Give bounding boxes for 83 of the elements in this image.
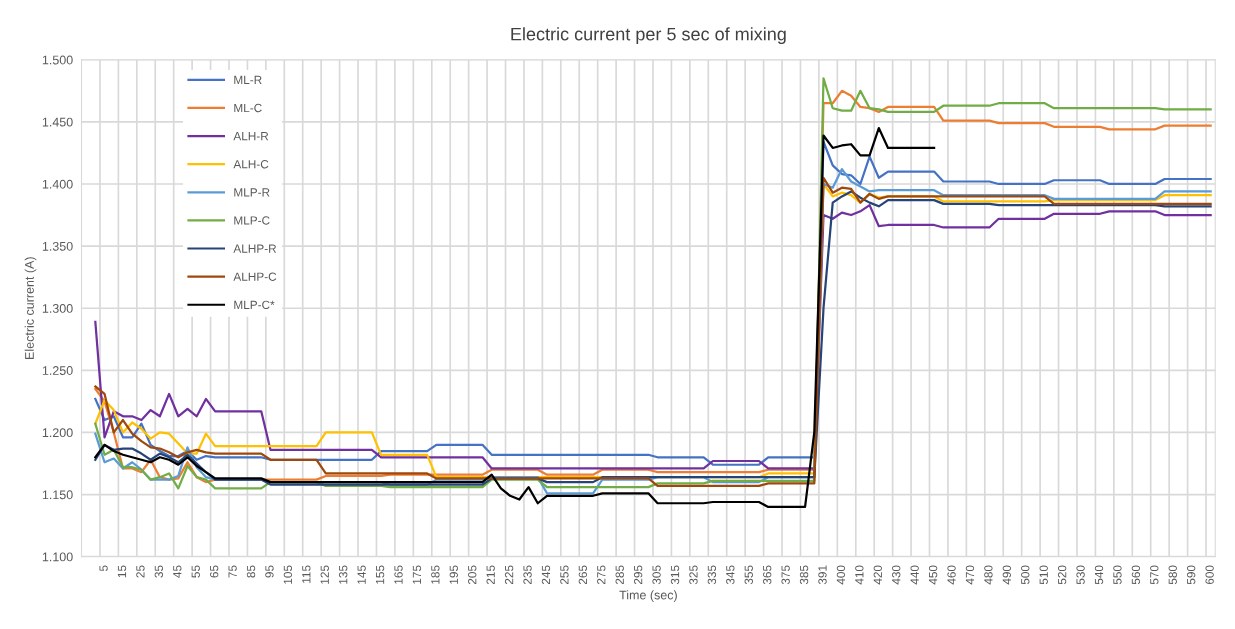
x-tick-label: 550 <box>1113 565 1122 585</box>
y-tick-label: 1.300 <box>42 304 73 313</box>
line-series <box>94 126 936 509</box>
x-tick-label: 470 <box>965 565 975 585</box>
x-tick-label: 135 <box>339 565 348 584</box>
x-tick-label: 15 <box>117 565 127 578</box>
x-tick-label: 185 <box>431 565 440 584</box>
x-tick-label: 195 <box>449 565 458 584</box>
x-tick-label: 155 <box>376 565 385 584</box>
x-tick-label: 25 <box>136 565 145 578</box>
x-tick-label: 85 <box>246 565 256 578</box>
x-tick-label: 235 <box>523 565 532 585</box>
y-tick-label: 1.450 <box>42 117 73 127</box>
x-tick-label: 145 <box>357 565 366 584</box>
x-tick-label: 510 <box>1039 565 1048 585</box>
x-tick-label: 255 <box>560 565 569 585</box>
x-tick-label: 570 <box>1150 565 1159 585</box>
x-tick-label: 385 <box>799 565 809 585</box>
x-tick-label: 430 <box>892 565 901 585</box>
x-tick-label: 305 <box>652 565 661 585</box>
x-tick-label: 400 <box>836 565 846 585</box>
x-tick-label: 480 <box>984 565 993 585</box>
chart-title: Electric current per 5 sec of mixing <box>511 27 786 45</box>
x-tick-label: 410 <box>855 565 864 585</box>
x-tick-label: 105 <box>283 565 293 584</box>
x-tick-label: 115 <box>302 565 311 583</box>
x-tick-label: 165 <box>394 565 403 584</box>
x-tick-label: 175 <box>412 565 422 584</box>
x-tick-label: 225 <box>504 565 514 585</box>
x-tick-label: 75 <box>228 565 237 578</box>
y-tick-label: 1.100 <box>42 552 73 562</box>
x-tick-label: 295 <box>633 565 643 585</box>
x-tick-label: 365 <box>763 565 772 585</box>
legend-label: ALH-R <box>233 132 269 141</box>
x-axis-title: Time (sec) <box>619 590 677 602</box>
y-axis-title: Electric current (A) <box>24 257 37 359</box>
y-tick-label: 1.150 <box>42 490 73 500</box>
x-tick-label: 245 <box>541 565 551 585</box>
x-tick-label: 335 <box>707 565 717 585</box>
x-tick-label: 440 <box>910 565 919 585</box>
legend-label: MLP-C <box>234 216 270 225</box>
legend-label: ALH-C <box>233 160 269 169</box>
legend-label: MLP-R <box>234 188 270 197</box>
x-tick-label: 95 <box>265 565 274 578</box>
x-tick-label: 215 <box>486 565 495 585</box>
x-tick-label: 450 <box>928 565 938 585</box>
y-tick-label: 1.250 <box>42 366 73 375</box>
x-tick-label: 490 <box>1002 565 1012 585</box>
x-tick-label: 520 <box>1057 565 1067 585</box>
x-tick-label: 5 <box>99 565 108 572</box>
x-tick-label: 55 <box>191 565 200 578</box>
x-tick-label: 600 <box>1205 565 1214 585</box>
legend-label: ALHP-C <box>233 272 277 281</box>
x-tick-label: 345 <box>726 565 735 585</box>
x-tick-label: 315 <box>670 565 680 585</box>
x-tick-label: 45 <box>173 565 182 578</box>
y-tick-label: 1.400 <box>42 179 73 189</box>
legend-label: MLP-C* <box>234 300 275 310</box>
legend-label: ML-C <box>234 103 262 113</box>
x-tick-label: 35 <box>154 565 164 578</box>
legend-label: ML-R <box>234 75 262 84</box>
x-tick-label: 205 <box>468 565 477 585</box>
x-tick-label: 65 <box>209 565 219 578</box>
x-tick-label: 275 <box>597 565 606 585</box>
x-tick-label: 391 <box>818 565 827 585</box>
x-tick-label: 540 <box>1094 565 1104 585</box>
y-tick-label: 1.350 <box>42 241 73 251</box>
legend-label: ALHP-R <box>233 244 277 253</box>
x-tick-label: 265 <box>578 565 588 585</box>
x-tick-label: 125 <box>320 565 329 584</box>
y-tick-label: 1.200 <box>42 428 73 438</box>
x-tick-label: 590 <box>1187 565 1196 585</box>
x-tick-label: 460 <box>947 565 956 585</box>
x-tick-label: 560 <box>1131 565 1141 585</box>
x-tick-label: 375 <box>781 565 790 585</box>
x-tick-label: 355 <box>744 565 753 585</box>
y-tick-label: 1.500 <box>42 55 73 65</box>
x-tick-label: 580 <box>1168 565 1177 585</box>
x-tick-label: 285 <box>615 565 624 585</box>
x-tick-label: 530 <box>1076 565 1085 585</box>
x-tick-label: 325 <box>689 565 698 585</box>
x-tick-label: 500 <box>1021 565 1030 585</box>
x-tick-label: 420 <box>873 565 882 585</box>
